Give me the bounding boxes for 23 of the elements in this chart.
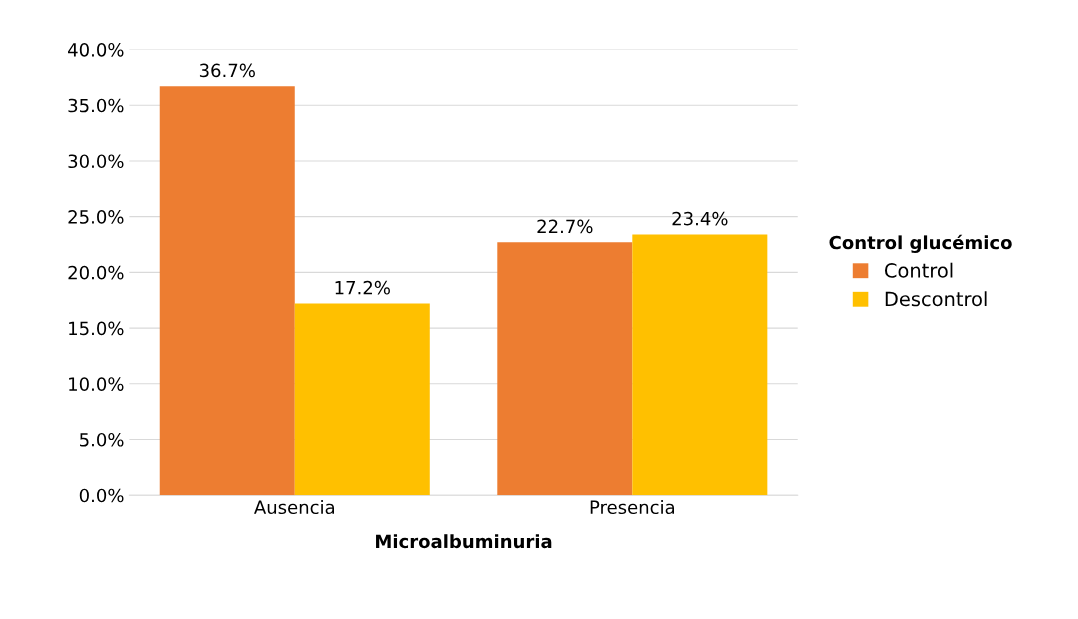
y-tick-label: 20.0% (68, 265, 124, 280)
y-tick-label: 35.0% (68, 98, 124, 113)
y-tick-label: 25.0% (68, 210, 124, 224)
y-tick-label: 15.0% (69, 321, 124, 336)
bar (497, 242, 633, 496)
y-tick-label: 5.0% (80, 432, 124, 447)
data-label: 22.7% (537, 219, 593, 234)
legend-title: Control glucémico (829, 234, 1012, 253)
bar (294, 303, 430, 496)
legend-label: Descontrol (885, 291, 987, 307)
x-tick-label: Ausencia (254, 500, 334, 515)
legend-label: Control (884, 262, 953, 278)
data-label: 36.7% (199, 63, 255, 78)
data-label: 17.2% (335, 280, 390, 295)
data-label: 23.4% (672, 211, 728, 226)
y-tick-label: 10.0% (69, 377, 124, 391)
bar (159, 86, 295, 496)
x-axis-title: Microalbuminuria (376, 534, 552, 549)
bar (632, 234, 768, 496)
y-tick-label: 40.0% (68, 42, 124, 57)
y-tick-label: 0.0% (79, 488, 124, 503)
y-tick-label: 30.0% (68, 154, 124, 169)
x-tick-label: Presencia (590, 500, 675, 515)
